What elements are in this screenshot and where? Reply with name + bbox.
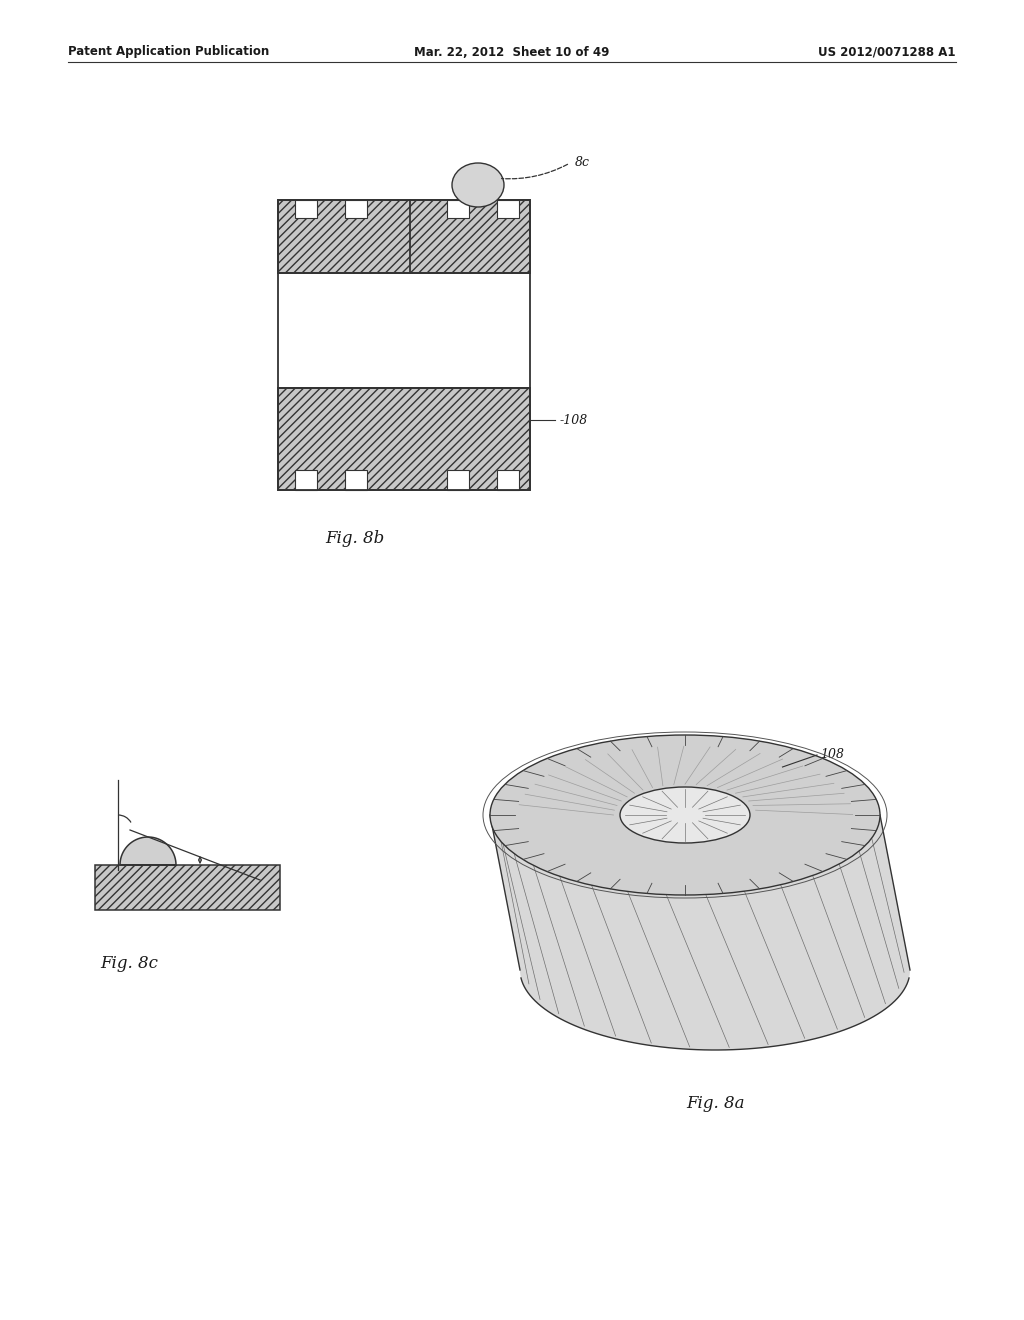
Bar xyxy=(295,470,317,490)
Text: Mar. 22, 2012  Sheet 10 of 49: Mar. 22, 2012 Sheet 10 of 49 xyxy=(415,45,609,58)
Bar xyxy=(447,201,469,218)
Bar xyxy=(497,470,519,490)
Bar xyxy=(497,201,519,218)
Bar xyxy=(278,201,530,273)
Bar xyxy=(295,201,317,218)
Ellipse shape xyxy=(620,787,750,843)
Text: -108: -108 xyxy=(560,413,588,426)
Text: US 2012/0071288 A1: US 2012/0071288 A1 xyxy=(818,45,956,58)
Bar xyxy=(278,273,530,388)
Text: 8c: 8c xyxy=(575,157,590,169)
Bar xyxy=(278,388,530,490)
Text: 108: 108 xyxy=(820,748,844,762)
Ellipse shape xyxy=(452,162,504,207)
Bar xyxy=(345,470,367,490)
Bar xyxy=(278,388,530,490)
Text: Patent Application Publication: Patent Application Publication xyxy=(68,45,269,58)
Text: Fig. 8c: Fig. 8c xyxy=(100,954,158,972)
Bar xyxy=(95,865,280,909)
Bar xyxy=(278,201,530,273)
Polygon shape xyxy=(120,837,176,865)
Bar xyxy=(345,201,367,218)
Polygon shape xyxy=(490,735,910,1049)
Bar xyxy=(447,470,469,490)
Text: Fig. 8a: Fig. 8a xyxy=(686,1096,744,1111)
Text: Fig. 8b: Fig. 8b xyxy=(326,531,385,546)
Ellipse shape xyxy=(490,735,880,895)
